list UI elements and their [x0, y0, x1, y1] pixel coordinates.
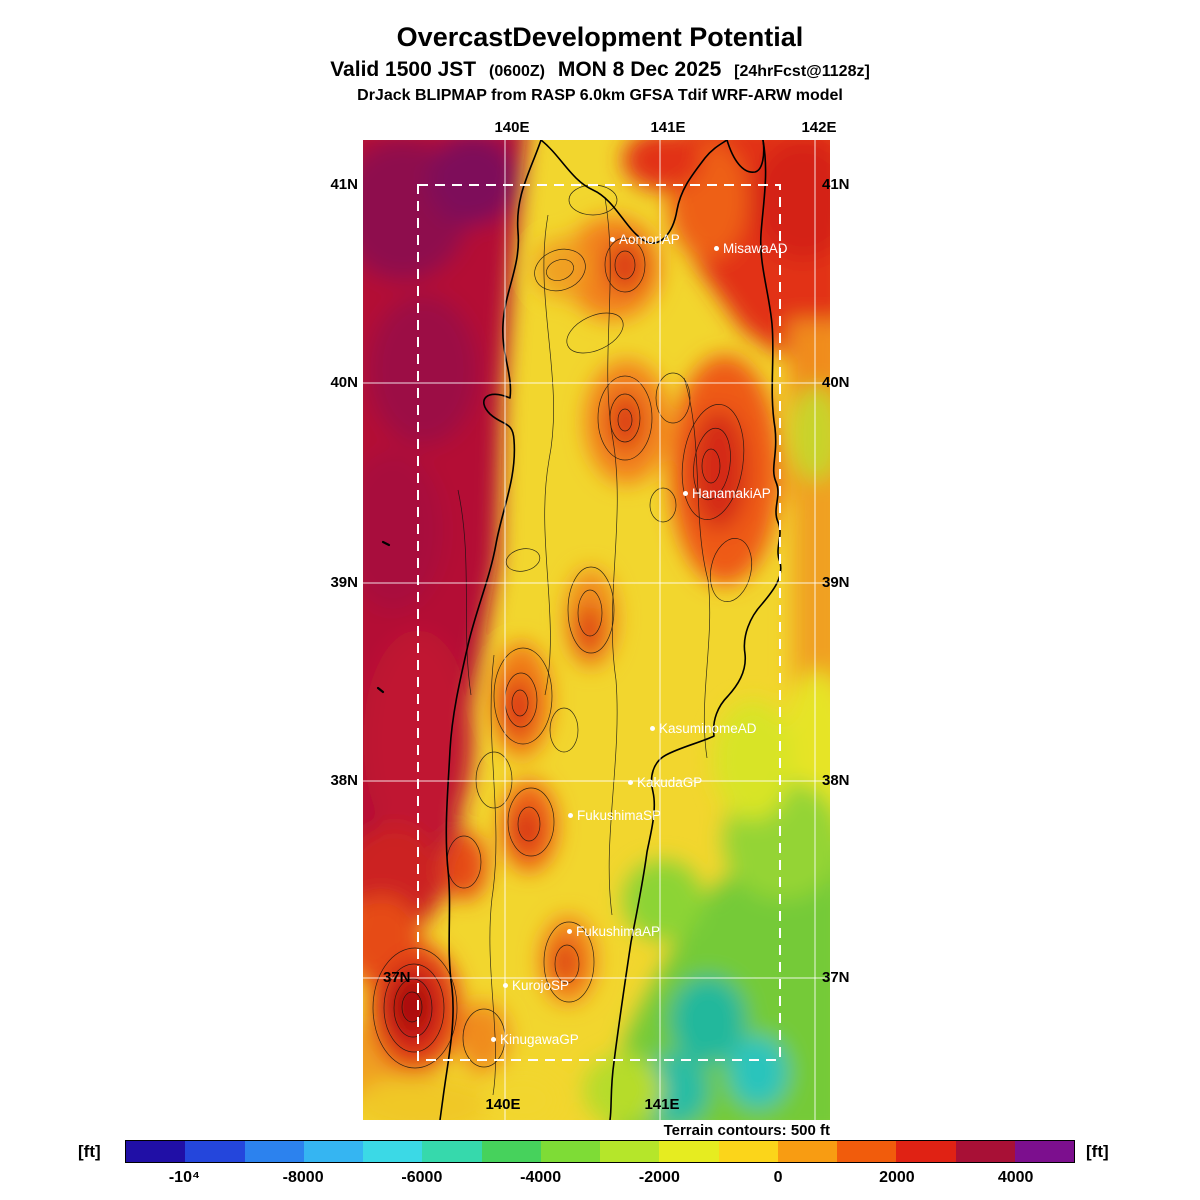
station-dot: [567, 929, 572, 934]
axis-left-39n: 39N: [330, 574, 358, 591]
colorbar-tick: -6000: [401, 1169, 443, 1186]
station-hanamakiap: HanamakiAP: [683, 486, 771, 501]
station-dot: [714, 246, 719, 251]
axis-left-37n: 37N: [383, 969, 411, 986]
valid-prefix: Valid 1500 JST: [330, 58, 477, 81]
axis-right-41n: 41N: [822, 176, 850, 193]
station-label: KurojoSP: [512, 978, 570, 993]
axis-bottom-141e: 141E: [644, 1096, 680, 1113]
colorbar-segment: [303, 1141, 363, 1162]
colorbar-tick: -2000: [638, 1169, 680, 1186]
station-dot: [491, 1037, 496, 1042]
colorbar-segment: [837, 1141, 897, 1162]
axis-top-140e: 140E: [494, 119, 530, 136]
model-line: DrJack BLIPMAP from RASP 6.0km GFSA Tdif…: [357, 87, 843, 104]
colorbar-unit-right: [ft]: [1086, 1142, 1109, 1161]
coastline: [376, 140, 782, 1120]
colorbar-tick: -10⁴: [168, 1169, 200, 1186]
colorbar: [125, 1140, 1075, 1163]
station-label: MisawaAD: [723, 241, 788, 256]
station-kakudagp: KakudaGP: [628, 775, 702, 790]
station-dot: [628, 780, 633, 785]
axis-right-38n: 38N: [822, 772, 850, 789]
axis-left-41n: 41N: [330, 176, 358, 193]
colorbar-segment: [185, 1141, 245, 1162]
domain-boundary: [417, 184, 781, 1061]
colorbar-segment: [422, 1141, 482, 1162]
valid-date: MON 8 Dec 2025: [557, 58, 722, 81]
station-aomoriap: AomoriAP: [610, 232, 680, 247]
page-title: OvercastDevelopment Potential: [396, 22, 804, 52]
overcast-potential-field: [363, 140, 830, 1120]
colorbar-ticks: -10⁴ -8000 -6000 -4000 -2000 0 2000 4000: [125, 1169, 1075, 1191]
station-kinugawagp: KinugawaGP: [491, 1032, 579, 1047]
station-dot: [683, 491, 688, 496]
terrain-contours-note: Terrain contours: 500 ft: [663, 1122, 830, 1139]
colorbar-segment: [244, 1141, 304, 1162]
station-fukushimaap: FukushimaAP: [567, 924, 660, 939]
station-label: KasuminomeAD: [659, 721, 757, 736]
axis-left-40n: 40N: [330, 374, 358, 391]
valid-zulu-time: (0600Z): [488, 63, 546, 80]
axis-bottom-140e: 140E: [485, 1096, 521, 1113]
station-label: KakudaGP: [637, 775, 703, 790]
station-kasuminomead: KasuminomeAD: [650, 721, 757, 736]
axis-right-40n: 40N: [822, 374, 850, 391]
station-label: FukushimaSP: [577, 808, 662, 823]
station-dot: [610, 237, 615, 242]
colorbar-tick: -8000: [282, 1169, 324, 1186]
colorbar-unit-left: [ft]: [78, 1142, 101, 1161]
axis-top-142e: 142E: [801, 119, 837, 136]
colorbar-segment: [540, 1141, 600, 1162]
colorbar-tick: 4000: [997, 1169, 1034, 1186]
contour-lines: [372, 184, 753, 1096]
station-label: FukushimaAP: [576, 924, 661, 939]
axis-top-141e: 141E: [650, 119, 686, 136]
station-dot: [568, 813, 573, 818]
colorbar-tick: 2000: [879, 1169, 915, 1186]
colorbar-segment: [718, 1141, 778, 1162]
colorbar-segment: [600, 1141, 660, 1162]
station-label: KinugawaGP: [500, 1032, 579, 1047]
colorbar-segment: [481, 1141, 541, 1162]
station-dot: [650, 726, 655, 731]
station-dot: [503, 983, 508, 988]
axis-right-37n: 37N: [822, 969, 850, 986]
colorbar-segment: [777, 1141, 837, 1162]
colorbar-segment: [363, 1141, 423, 1162]
axis-right-39n: 39N: [822, 574, 850, 591]
colorbar-tick: 0: [773, 1169, 783, 1186]
station-kurojosp: KurojoSP: [503, 978, 569, 993]
axis-left-38n: 38N: [330, 772, 358, 789]
colorbar-tick: -4000: [520, 1169, 562, 1186]
forecast-map: AomoriAP MisawaAD HanamakiAP KasuminomeAD Ka…: [363, 140, 830, 1120]
station-label: HanamakiAP: [692, 486, 771, 501]
station-misawaad: MisawaAD: [714, 241, 788, 256]
colorbar-segment: [126, 1141, 186, 1162]
forecast-cycle: [24hrFcst@1128z]: [734, 63, 870, 80]
colorbar-segment: [659, 1141, 719, 1162]
colorbar-segment: [896, 1141, 956, 1162]
colorbar-segment: [1014, 1141, 1074, 1162]
latlon-grid: [363, 140, 830, 1120]
station-fukushimasp: FukushimaSP: [568, 808, 661, 823]
map-svg: [363, 140, 830, 1120]
valid-line: Valid 1500 JST (0600Z) MON 8 Dec 2025 [2…: [0, 58, 1200, 82]
station-label: AomoriAP: [619, 232, 680, 247]
colorbar-segment: [955, 1141, 1015, 1162]
